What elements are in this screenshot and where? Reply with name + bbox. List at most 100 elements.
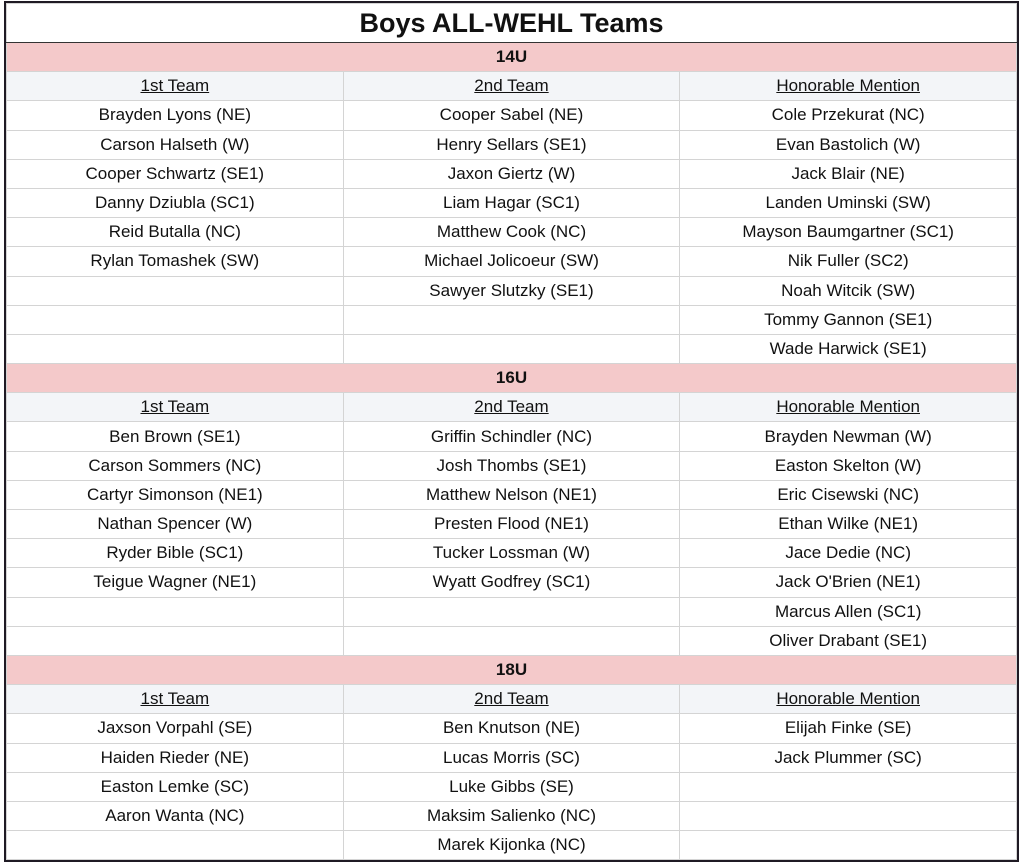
honorable-mention-cell (679, 830, 1017, 861)
second-team-cell: Matthew Nelson (NE1) (342, 479, 681, 511)
table-row: Sawyer Slutzky (SE1) Noah Witcik (SW) (6, 275, 1017, 306)
honorable-mention-cell (679, 771, 1017, 802)
first-team-cell: Teigue Wagner (NE1) (6, 567, 344, 598)
title-row: Boys ALL-WEHL Teams (6, 3, 1017, 43)
second-team-cell: Sawyer Slutzky (SE1) (342, 275, 681, 306)
first-team-cell: Danny Dziubla (SC1) (6, 187, 344, 219)
first-team-cell: Ryder Bible (SC1) (6, 538, 344, 569)
first-team-cell (6, 596, 344, 627)
first-team-cell: Ben Brown (SE1) (6, 421, 344, 452)
first-team-cell: Haiden Rieder (NE) (6, 742, 344, 773)
honorable-mention-cell: Jack O'Brien (NE1) (679, 567, 1017, 598)
honorable-mention-cell: Cole Przekurat (NC) (679, 100, 1017, 131)
sheet-title: Boys ALL-WEHL Teams (6, 3, 1017, 43)
first-team-header: 1st Team (6, 71, 344, 102)
honorable-mention-cell: Mayson Baumgartner (SC1) (679, 217, 1017, 248)
table-row: Jaxson Vorpahl (SE) Ben Knutson (NE) Elija… (6, 713, 1017, 744)
first-team-cell: Aaron Wanta (NC) (6, 800, 344, 832)
honorable-mention-cell: Landen Uminski (SW) (679, 187, 1017, 219)
table-row: Oliver Drabant (SE1) (6, 625, 1017, 656)
first-team-cell: Nathan Spencer (W) (6, 508, 344, 540)
table-row: Cooper Schwartz (SE1) Jaxon Giertz (W) Jac… (6, 158, 1017, 189)
second-team-cell: Wyatt Godfrey (SC1) (342, 567, 681, 598)
second-team-cell: Matthew Cook (NC) (342, 217, 681, 248)
honorable-mention-cell: Noah Witcik (SW) (679, 275, 1017, 306)
honorable-mention-cell: Wade Harwick (SE1) (679, 333, 1017, 365)
first-team-cell (6, 625, 344, 656)
table-row: Rylan Tomashek (SW) Michael Jolicoeur (SW… (6, 246, 1017, 277)
second-team-cell (342, 333, 681, 365)
table-row: Ryder Bible (SC1) Tucker Lossman (W) Jace … (6, 538, 1017, 569)
first-team-header: 1st Team (6, 684, 344, 715)
honorable-mention-cell: Eric Cisewski (NC) (679, 479, 1017, 511)
honorable-mention-header: Honorable Mention (679, 684, 1017, 715)
first-team-cell: Brayden Lyons (NE) (6, 100, 344, 131)
first-team-cell: Carson Sommers (NC) (6, 450, 344, 481)
honorable-mention-cell: Nik Fuller (SC2) (679, 246, 1017, 277)
second-team-cell: Griffin Schindler (NC) (342, 421, 681, 452)
honorable-mention-cell: Ethan Wilke (NE1) (679, 508, 1017, 540)
second-team-header: 2nd Team (342, 392, 681, 423)
table-row: Marek Kijonka (NC) (6, 830, 1017, 861)
second-team-header: 2nd Team (342, 71, 681, 102)
table-row: Aaron Wanta (NC) Maksim Salienko (NC) (6, 800, 1017, 832)
second-team-cell: Marek Kijonka (NC) (342, 830, 681, 861)
age-group-band: 16U (6, 363, 1017, 394)
second-team-cell: Cooper Sabel (NE) (342, 100, 681, 131)
second-team-cell: Luke Gibbs (SE) (342, 771, 681, 802)
honorable-mention-cell: Tommy Gannon (SE1) (679, 304, 1017, 335)
table-row: Ben Brown (SE1) Griffin Schindler (NC) Bra… (6, 421, 1017, 452)
second-team-cell: Ben Knutson (NE) (342, 713, 681, 744)
second-team-cell: Presten Flood (NE1) (342, 508, 681, 540)
table-row: Danny Dziubla (SC1) Liam Hagar (SC1) Lande… (6, 187, 1017, 219)
table-row: Carson Halseth (W) Henry Sellars (SE1) Eva… (6, 129, 1017, 160)
table-row: Cartyr Simonson (NE1) Matthew Nelson (NE1… (6, 479, 1017, 511)
age-group-label: 14U (6, 42, 1017, 73)
second-team-cell: Henry Sellars (SE1) (342, 129, 681, 160)
honorable-mention-cell: Elijah Finke (SE) (679, 713, 1017, 744)
column-header-row: 1st Team 2nd Team Honorable Mention (6, 392, 1017, 423)
first-team-cell: Cooper Schwartz (SE1) (6, 158, 344, 189)
second-team-cell: Liam Hagar (SC1) (342, 187, 681, 219)
honorable-mention-cell: Jace Dedie (NC) (679, 538, 1017, 569)
table-row: Teigue Wagner (NE1) Wyatt Godfrey (SC1) Ja… (6, 567, 1017, 598)
first-team-cell: Rylan Tomashek (SW) (6, 246, 344, 277)
first-team-cell (6, 304, 344, 335)
first-team-cell: Easton Lemke (SC) (6, 771, 344, 802)
age-group-band: 18U (6, 654, 1017, 686)
honorable-mention-cell: Evan Bastolich (W) (679, 129, 1017, 160)
first-team-cell (6, 333, 344, 365)
first-team-header: 1st Team (6, 392, 344, 423)
first-team-cell: Jaxson Vorpahl (SE) (6, 713, 344, 744)
table-row: Wade Harwick (SE1) (6, 333, 1017, 365)
second-team-cell: Michael Jolicoeur (SW) (342, 246, 681, 277)
table-row: Tommy Gannon (SE1) (6, 304, 1017, 335)
second-team-cell: Tucker Lossman (W) (342, 538, 681, 569)
teams-table: Boys ALL-WEHL Teams 14U 1st Team 2nd Team H… (6, 3, 1017, 861)
table-row: Reid Butalla (NC) Matthew Cook (NC) Mayson… (6, 217, 1017, 248)
second-team-header: 2nd Team (342, 684, 681, 715)
second-team-cell: Jaxon Giertz (W) (342, 158, 681, 189)
honorable-mention-header: Honorable Mention (679, 392, 1017, 423)
table-row: Brayden Lyons (NE) Cooper Sabel (NE) Cole … (6, 100, 1017, 131)
table-row: Haiden Rieder (NE) Lucas Morris (SC) Jack … (6, 742, 1017, 773)
honorable-mention-cell: Jack Plummer (SC) (679, 742, 1017, 773)
column-header-row: 1st Team 2nd Team Honorable Mention (6, 684, 1017, 715)
age-group-label: 18U (6, 654, 1017, 686)
all-wehl-teams-sheet: Boys ALL-WEHL Teams 14U 1st Team 2nd Team H… (4, 1, 1019, 863)
honorable-mention-header: Honorable Mention (679, 71, 1017, 102)
first-team-cell: Carson Halseth (W) (6, 129, 344, 160)
second-team-cell: Maksim Salienko (NC) (342, 800, 681, 832)
table-row: Nathan Spencer (W) Presten Flood (NE1) Eth… (6, 508, 1017, 540)
age-group-label: 16U (6, 363, 1017, 394)
table-row: Carson Sommers (NC) Josh Thombs (SE1) East… (6, 450, 1017, 481)
first-team-cell: Reid Butalla (NC) (6, 217, 344, 248)
second-team-cell (342, 304, 681, 335)
first-team-cell (6, 830, 344, 861)
honorable-mention-cell (679, 800, 1017, 832)
honorable-mention-cell: Brayden Newman (W) (679, 421, 1017, 452)
second-team-cell (342, 596, 681, 627)
age-group-band: 14U (6, 42, 1017, 73)
column-header-row: 1st Team 2nd Team Honorable Mention (6, 71, 1017, 102)
honorable-mention-cell: Jack Blair (NE) (679, 158, 1017, 189)
